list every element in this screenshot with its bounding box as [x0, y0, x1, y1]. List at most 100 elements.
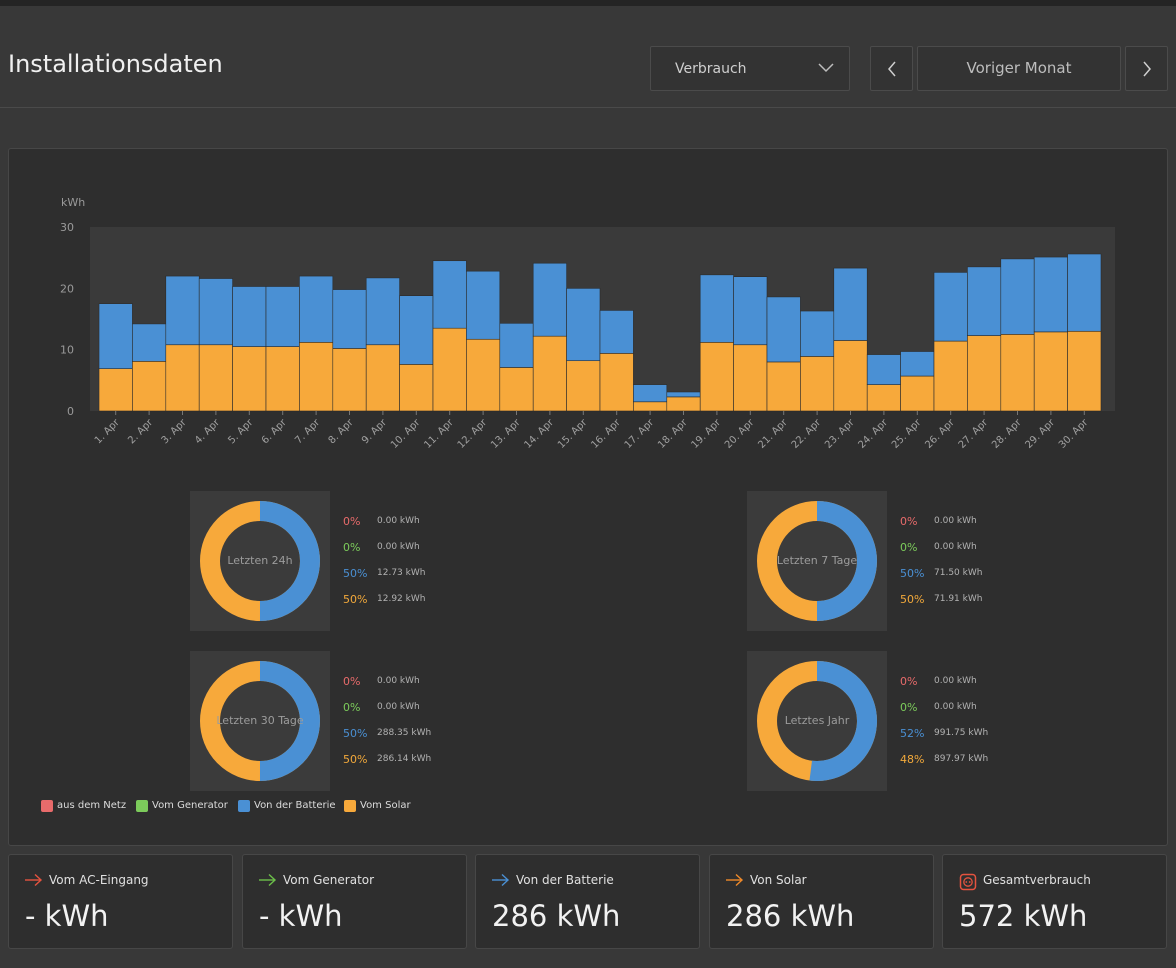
bar-battery[interactable]	[232, 286, 267, 347]
legend-label: Vom Solar	[360, 800, 411, 811]
summary-card: Von der Batterie 286 kWh	[475, 854, 700, 949]
bar-solar[interactable]	[599, 353, 634, 412]
bar-battery[interactable]	[466, 270, 501, 340]
legend-swatch	[136, 800, 148, 812]
bar-solar[interactable]	[265, 346, 300, 412]
bar-battery[interactable]	[933, 272, 968, 342]
bar-solar[interactable]	[1033, 331, 1068, 412]
bar-solar[interactable]	[900, 375, 935, 412]
bar-battery[interactable]	[332, 289, 367, 349]
bar-solar[interactable]	[299, 342, 334, 412]
bar-solar[interactable]	[98, 368, 133, 412]
bar-battery[interactable]	[165, 275, 200, 346]
bar-solar[interactable]	[1000, 334, 1035, 412]
bar-battery[interactable]	[198, 278, 233, 346]
summary-card: Vom AC-Eingang - kWh	[8, 854, 233, 949]
bar-solar[interactable]	[466, 338, 501, 412]
bar-battery[interactable]	[699, 274, 734, 343]
bar-battery[interactable]	[365, 277, 400, 346]
bar-solar[interactable]	[967, 335, 1002, 412]
bar-solar[interactable]	[833, 340, 868, 412]
bar-solar[interactable]	[365, 344, 400, 412]
x-tick-label: 10. Apr	[389, 417, 423, 451]
bar-solar[interactable]	[566, 360, 601, 412]
bar-solar[interactable]	[933, 340, 968, 412]
stat-percent: 0%	[900, 675, 918, 688]
donut-chart[interactable]: Letzten 24h	[190, 491, 330, 631]
bar-battery[interactable]	[1000, 258, 1035, 335]
bar-solar[interactable]	[1067, 330, 1102, 412]
next-period-button[interactable]	[1125, 46, 1168, 91]
x-tick-label: 23. Apr	[823, 417, 857, 451]
bar-solar[interactable]	[866, 384, 901, 412]
stat-kwh: 288.35 kWh	[377, 728, 432, 738]
bar-solar[interactable]	[733, 344, 768, 412]
bar-battery[interactable]	[666, 391, 701, 398]
previous-period-button[interactable]	[870, 46, 913, 91]
bar-battery[interactable]	[733, 276, 768, 346]
y-tick-label: 20	[60, 282, 74, 295]
bar-solar[interactable]	[432, 327, 467, 412]
bar-solar[interactable]	[633, 401, 668, 412]
consumption-bar-chart: kWh 0 10 20 30 1. Apr 2. Apr 3. Apr 4. Apr 5. Apr…	[60, 196, 1115, 451]
bar-solar[interactable]	[766, 361, 801, 412]
bar-battery[interactable]	[499, 322, 534, 368]
bar-battery[interactable]	[566, 288, 601, 362]
stat-percent: 0%	[900, 541, 918, 554]
x-tick-label: 5. Apr	[226, 417, 256, 447]
bar-battery[interactable]	[1067, 253, 1102, 332]
period-display[interactable]: Voriger Monat	[917, 46, 1121, 91]
bar-solar[interactable]	[699, 342, 734, 412]
bar-battery[interactable]	[599, 310, 634, 354]
donut-chart[interactable]: Letzten 7 Tage	[747, 491, 887, 631]
donut-chart[interactable]: Letztes Jahr	[747, 651, 887, 791]
bar-battery[interactable]	[265, 286, 300, 347]
bar-battery[interactable]	[900, 351, 935, 377]
view-select[interactable]: Verbrauch	[650, 46, 850, 91]
bar-solar[interactable]	[399, 364, 434, 412]
top-bar	[0, 0, 1176, 6]
bar-battery[interactable]	[132, 323, 167, 362]
stat-percent: 48%	[900, 753, 925, 766]
bar-battery[interactable]	[833, 267, 868, 341]
chevron-right-icon	[1143, 61, 1151, 77]
x-tick-label: 17. Apr	[623, 417, 657, 451]
bar-solar[interactable]	[165, 344, 200, 412]
x-tick-label: 20. Apr	[723, 417, 757, 451]
donut-chart[interactable]: Letzten 30 Tage	[190, 651, 330, 791]
x-tick-label: 28. Apr	[990, 417, 1024, 451]
y-axis-unit: kWh	[61, 196, 85, 209]
bar-battery[interactable]	[800, 310, 835, 357]
card-value: - kWh	[259, 899, 343, 933]
bar-battery[interactable]	[967, 266, 1002, 336]
stat-kwh: 12.92 kWh	[377, 594, 426, 604]
bar-battery[interactable]	[532, 262, 567, 337]
bar-solar[interactable]	[132, 361, 167, 412]
x-tick-label: 29. Apr	[1024, 417, 1058, 451]
stat-kwh: 0.00 kWh	[934, 542, 977, 552]
bar-battery[interactable]	[432, 260, 467, 329]
donut-ring	[200, 501, 320, 621]
bar-battery[interactable]	[399, 295, 434, 365]
bar-battery[interactable]	[1033, 256, 1068, 333]
stat-kwh: 71.91 kWh	[934, 594, 983, 604]
legend-swatch	[344, 800, 356, 812]
bar-solar[interactable]	[800, 356, 835, 412]
bar-battery[interactable]	[866, 354, 901, 385]
bar-solar[interactable]	[198, 344, 233, 412]
card-value: 572 kWh	[959, 899, 1088, 933]
stat-percent: 0%	[343, 701, 361, 714]
bar-solar[interactable]	[666, 396, 701, 412]
x-tick-label: 2. Apr	[126, 417, 156, 447]
bar-battery[interactable]	[633, 384, 668, 403]
stat-percent: 0%	[343, 675, 361, 688]
bar-battery[interactable]	[299, 275, 334, 343]
bar-battery[interactable]	[98, 303, 133, 369]
legend-swatch	[238, 800, 250, 812]
bar-solar[interactable]	[499, 367, 534, 412]
bar-battery[interactable]	[766, 296, 801, 363]
legend-label: Von der Batterie	[254, 800, 336, 811]
bar-solar[interactable]	[332, 348, 367, 412]
bar-solar[interactable]	[532, 335, 567, 412]
bar-solar[interactable]	[232, 346, 267, 412]
